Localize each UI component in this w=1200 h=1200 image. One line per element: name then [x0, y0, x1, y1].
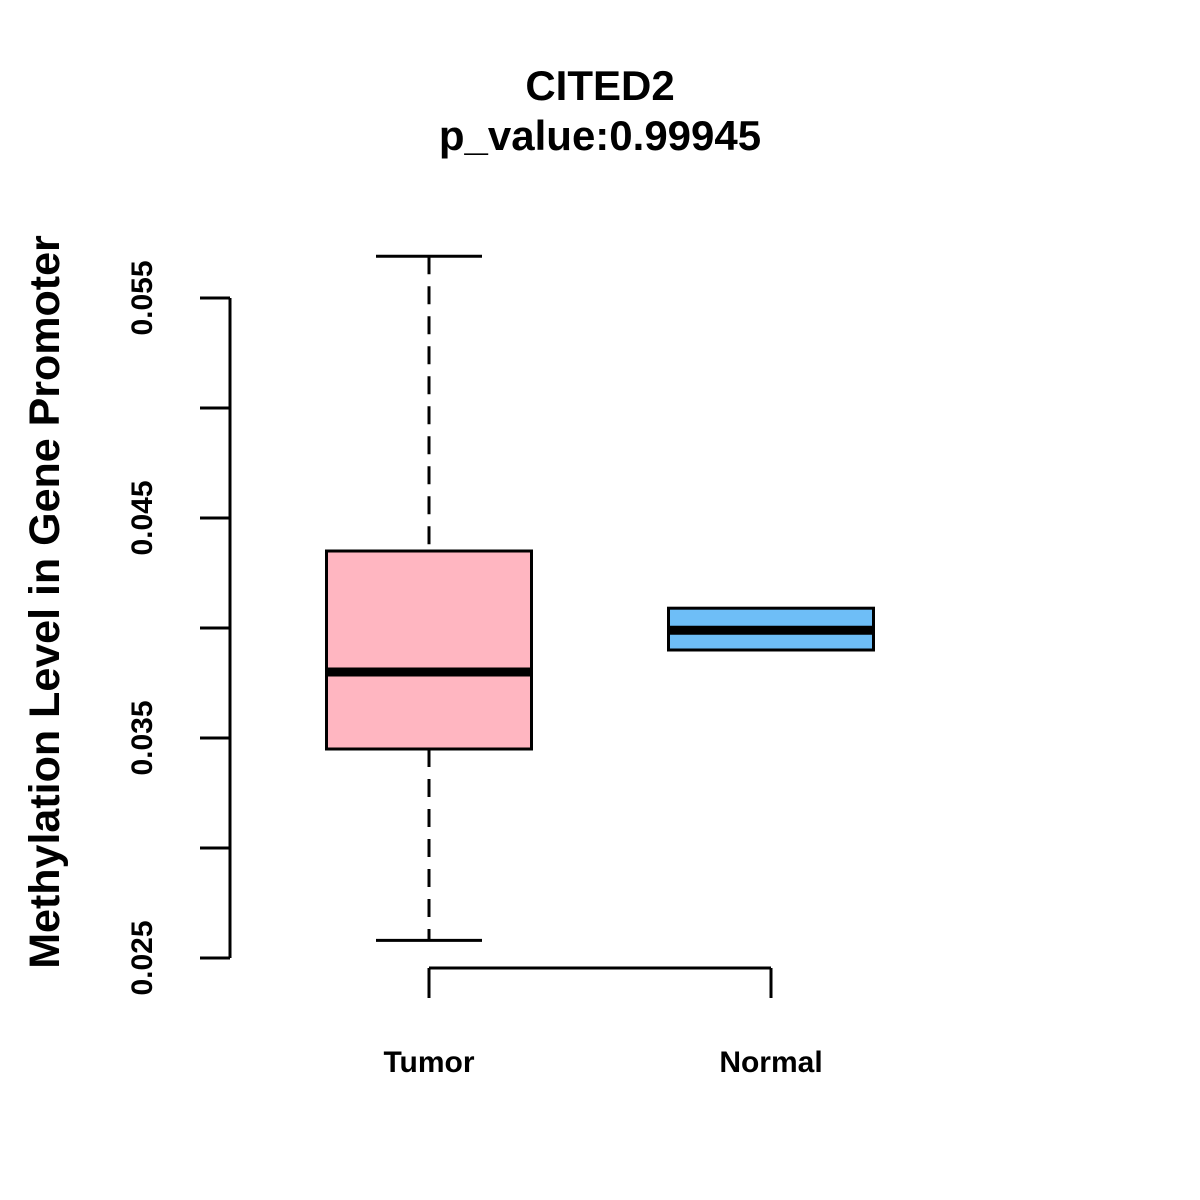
- y-axis-tick-label: 0.035: [126, 700, 159, 775]
- chart-subtitle-pvalue: p_value:0.99945: [438, 112, 762, 159]
- y-axis-tick-label: 0.055: [126, 260, 159, 335]
- y-axis-tick-label: 0.025: [126, 920, 159, 995]
- x-axis-label-normal: Normal: [719, 1046, 822, 1079]
- box-tumor: [325, 549, 533, 751]
- chart-title: CITED2: [525, 62, 675, 109]
- y-axis-title: Methylation Level in Gene Promoter: [21, 235, 69, 969]
- x-axis-label-tumor: Tumor: [383, 1046, 474, 1079]
- y-axis-tick-label: 0.045: [126, 480, 159, 555]
